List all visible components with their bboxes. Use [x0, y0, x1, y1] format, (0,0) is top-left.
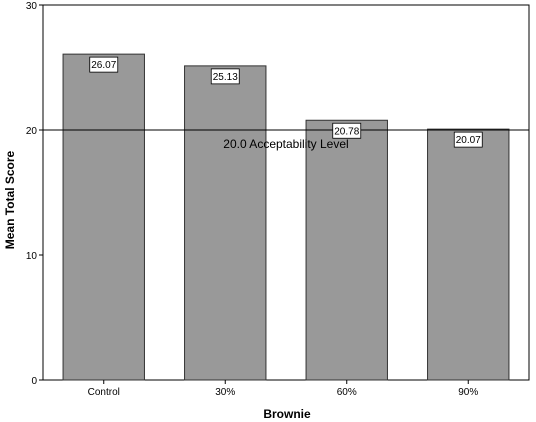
y-tick-label-0: 0: [31, 376, 37, 387]
bar-0: [62, 53, 145, 381]
bar-2: [305, 119, 388, 381]
data-label-box-0: [89, 56, 119, 73]
axes-layer: Control 30% 60% 90% 0 10 20 30: [26, 1, 478, 398]
data-label-box-3: [453, 131, 483, 148]
x-tick-label-1: 30%: [215, 387, 235, 398]
x-axis-title: Brownie: [263, 407, 311, 421]
bar-3: [427, 128, 510, 381]
x-tick-label-3: 90%: [458, 387, 478, 398]
bar-1: [184, 65, 267, 381]
data-label-box-1: [210, 68, 240, 85]
bars-layer: [62, 53, 510, 381]
y-tick-label-1: 10: [26, 251, 38, 262]
data-label-2: 20.78: [334, 126, 359, 137]
data-labels-layer: 26.07 25.13 20.78 20.07: [89, 56, 483, 148]
x-tick-label-0: Control: [88, 387, 120, 398]
data-label-1: 25.13: [213, 72, 238, 83]
y-tick-label-3: 30: [26, 1, 38, 12]
reference-line-label: 20.0 Acceptability Level: [223, 137, 348, 151]
data-label-0: 26.07: [91, 60, 116, 71]
reference-layer: 20.0 Acceptability Level: [43, 129, 529, 151]
data-label-3: 20.07: [456, 135, 481, 146]
y-tick-label-2: 20: [26, 126, 38, 137]
data-label-box-2: [332, 122, 362, 139]
y-axis-title: Mean Total Score: [3, 150, 17, 249]
x-tick-label-2: 60%: [337, 387, 357, 398]
